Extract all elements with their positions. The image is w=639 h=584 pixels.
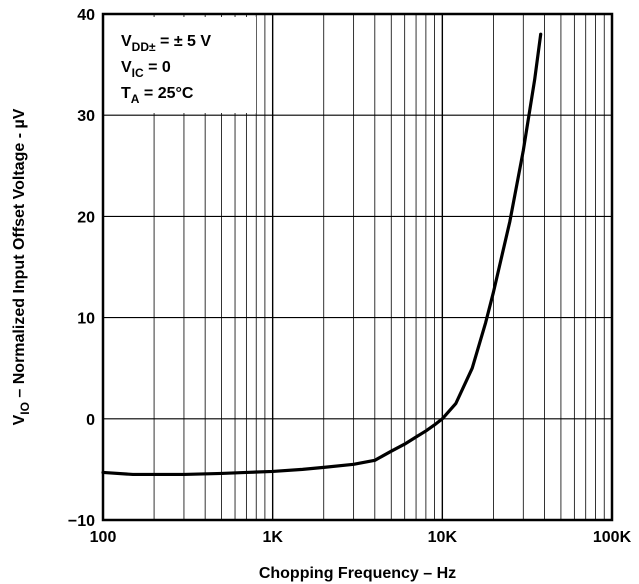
series-line-offset-voltage [101, 32, 543, 477]
x-tick-labels: 100 1K 10K 100K [90, 529, 632, 546]
plot-frame [101, 12, 614, 522]
annotation-common-mode-voltage: VIC = 0 [121, 59, 171, 80]
y-tick-label: 10 [77, 311, 95, 328]
y-tick-label: 20 [77, 209, 95, 226]
x-tick-label: 100K [593, 529, 632, 546]
x-tick-label: 1K [262, 529, 283, 546]
y-tick-label: 40 [77, 7, 95, 24]
annotation-supply-voltage: VDD± = ± 5 V [121, 33, 211, 54]
y-axis-title: VIO – Normalized Input Offset Voltage - … [11, 108, 32, 425]
annotation-temperature: TA = 25°C [121, 85, 194, 106]
y-tick-label: 30 [77, 108, 95, 125]
y-tick-label: −10 [68, 513, 95, 530]
y-tick-label: 0 [86, 412, 95, 429]
annotation-background [106, 17, 256, 113]
x-tick-label: 100 [90, 529, 117, 546]
x-axis-title: Chopping Frequency – Hz [259, 565, 456, 582]
x-tick-label: 10K [428, 529, 458, 546]
y-tick-labels: −10 0 10 20 30 40 [68, 7, 95, 530]
conditions-annotation: VDD± = ± 5 V VIC = 0 TA = 25°C [106, 17, 256, 113]
